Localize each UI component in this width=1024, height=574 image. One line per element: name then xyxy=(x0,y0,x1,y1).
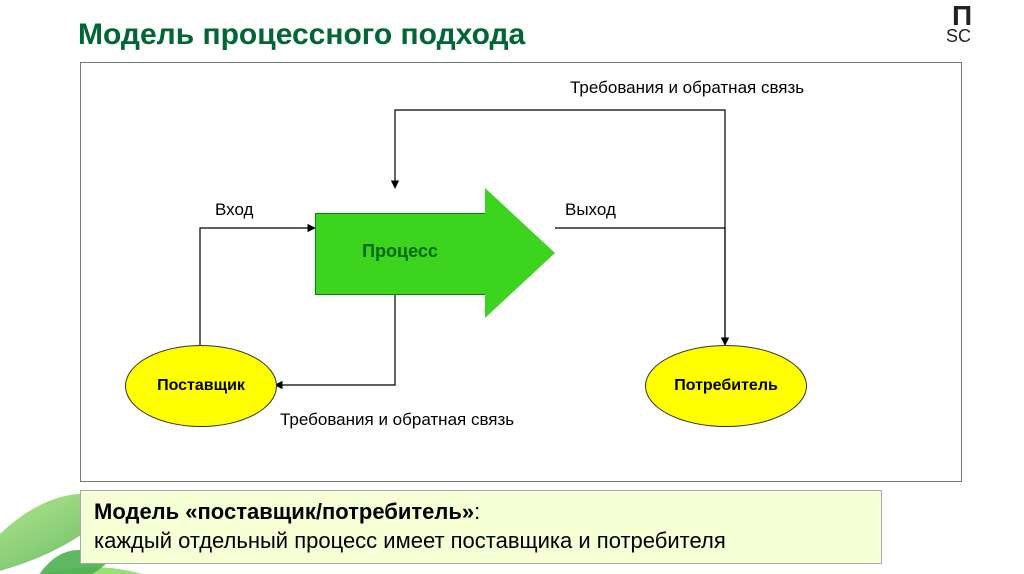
slide-root: { "canvas":{"w":1024,"h":574,"bg":"#ffff… xyxy=(0,0,1024,574)
caption-colon: : xyxy=(474,499,480,524)
feedback-bottom-label: Требования и обратная связь xyxy=(280,410,514,430)
caption-line2: каждый отдельный процесс имеет поставщик… xyxy=(94,528,726,553)
process-arrow: Процесс xyxy=(315,188,555,318)
process-label: Процесс xyxy=(315,241,485,262)
supplier-node: Поставщик xyxy=(125,345,277,427)
caption-text: Модель «поставщик/потребитель»: каждый о… xyxy=(94,498,726,555)
output-label: Выход xyxy=(565,200,616,220)
feedback-top-label: Требования и обратная связь xyxy=(570,78,804,98)
caption-bold: Модель «поставщик/потребитель» xyxy=(94,499,474,524)
supplier-label: Поставщик xyxy=(157,377,245,395)
consumer-node: Потребитель xyxy=(645,345,807,427)
consumer-label: Потребитель xyxy=(674,377,778,395)
input-label: Вход xyxy=(215,200,253,220)
